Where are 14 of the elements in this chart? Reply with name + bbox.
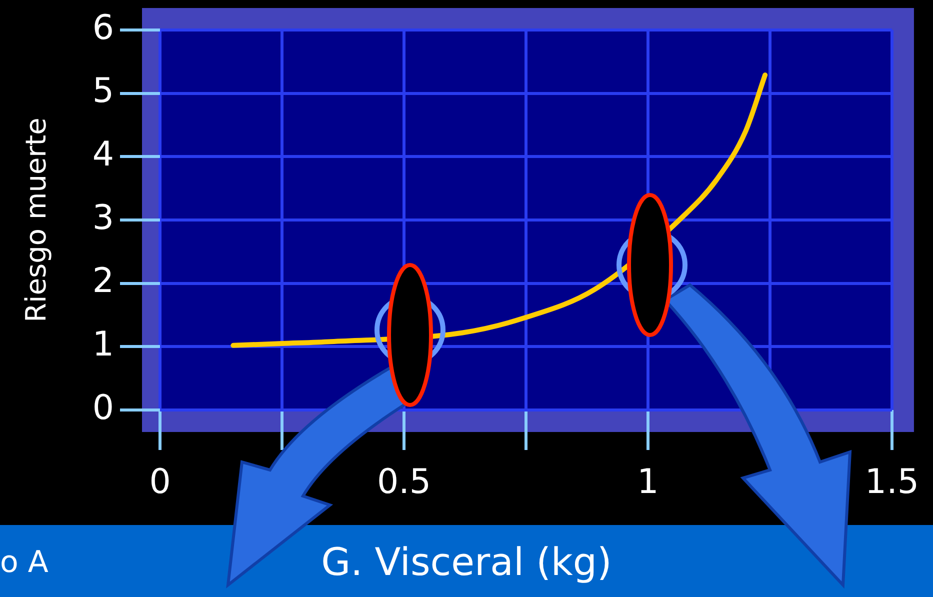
x-tick-label: 0.5	[376, 462, 432, 502]
y-tick-label: 4	[92, 134, 114, 174]
y-tick-label: 1	[92, 324, 114, 364]
y-tick-label: 6	[92, 8, 114, 48]
y-tick-label: 0	[92, 388, 114, 428]
x-tick-label: 1.5	[864, 462, 920, 502]
x-tick-label: 0	[149, 462, 171, 502]
text: o A	[0, 545, 48, 580]
x-axis-title: G. Visceral (kg)	[321, 540, 612, 584]
x-tick-label: 1	[637, 462, 659, 502]
y-tick-label: 2	[92, 261, 114, 302]
y-axis-title: Riesgo muerte	[20, 118, 52, 322]
y-tick-label: 5	[92, 71, 114, 112]
y-tick-label: 3	[92, 198, 114, 238]
